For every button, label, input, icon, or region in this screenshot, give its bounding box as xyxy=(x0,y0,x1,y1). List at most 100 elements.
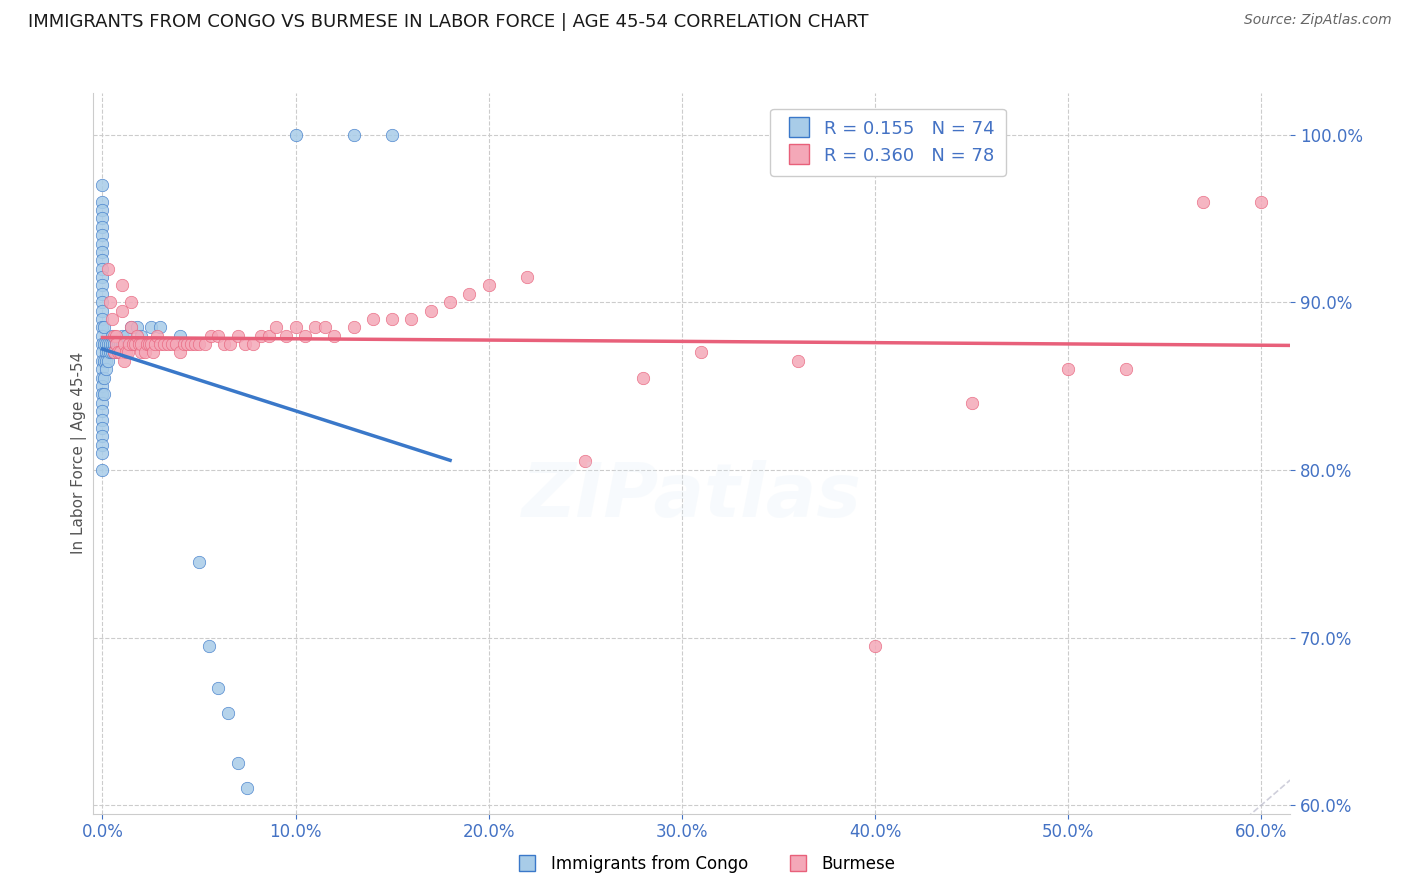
Point xyxy=(188,337,211,351)
Point xyxy=(93,354,115,368)
Point xyxy=(112,337,135,351)
Point xyxy=(91,429,114,443)
Point xyxy=(127,328,149,343)
Point xyxy=(91,379,114,393)
Point xyxy=(91,295,114,310)
Point xyxy=(236,781,259,796)
Point xyxy=(127,320,149,334)
Point xyxy=(91,211,114,226)
Point xyxy=(217,706,239,720)
Point xyxy=(184,337,207,351)
Point xyxy=(134,345,156,359)
Point xyxy=(458,286,481,301)
Point xyxy=(91,370,114,384)
Point xyxy=(91,261,114,276)
Point xyxy=(101,345,124,359)
Point xyxy=(111,303,134,318)
Point xyxy=(91,446,114,460)
Point xyxy=(631,370,654,384)
Point xyxy=(104,337,127,351)
Point xyxy=(226,328,249,343)
Point xyxy=(401,312,423,326)
Point xyxy=(91,228,114,243)
Point xyxy=(274,328,297,343)
Point xyxy=(129,337,152,351)
Point xyxy=(114,345,136,359)
Point xyxy=(91,303,114,318)
Point xyxy=(91,412,114,426)
Point xyxy=(104,345,127,359)
Point xyxy=(91,219,114,234)
Point xyxy=(142,345,165,359)
Point xyxy=(690,345,713,359)
Point xyxy=(118,337,141,351)
Point xyxy=(226,756,249,771)
Point xyxy=(97,345,120,359)
Point xyxy=(207,328,229,343)
Point xyxy=(120,320,142,334)
Point xyxy=(104,328,127,343)
Point xyxy=(101,337,124,351)
Point xyxy=(242,337,264,351)
Point xyxy=(574,454,596,468)
Point xyxy=(294,328,316,343)
Point xyxy=(111,337,134,351)
Point xyxy=(284,128,307,142)
Point xyxy=(169,328,191,343)
Point xyxy=(143,337,166,351)
Point xyxy=(1115,362,1137,376)
Point xyxy=(103,337,125,351)
Point xyxy=(103,345,125,359)
Point xyxy=(129,345,152,359)
Point xyxy=(1192,194,1215,209)
Point xyxy=(1057,362,1080,376)
Point xyxy=(91,320,114,334)
Point xyxy=(863,639,886,653)
Point xyxy=(157,337,180,351)
Point xyxy=(91,337,114,351)
Point xyxy=(91,270,114,285)
Point xyxy=(93,387,115,401)
Point xyxy=(304,320,326,334)
Point xyxy=(101,312,124,326)
Point xyxy=(323,328,346,343)
Text: ZIPatlas: ZIPatlas xyxy=(522,460,862,533)
Point xyxy=(478,278,501,293)
Point xyxy=(149,337,172,351)
Y-axis label: In Labor Force | Age 45-54: In Labor Force | Age 45-54 xyxy=(72,352,87,554)
Point xyxy=(112,354,135,368)
Point xyxy=(91,404,114,418)
Point xyxy=(93,320,115,334)
Point xyxy=(165,337,187,351)
Point xyxy=(139,337,162,351)
Point xyxy=(98,337,121,351)
Point xyxy=(439,295,461,310)
Point xyxy=(361,312,384,326)
Point xyxy=(107,345,129,359)
Text: Source: ZipAtlas.com: Source: ZipAtlas.com xyxy=(1244,13,1392,28)
Point xyxy=(91,387,114,401)
Point xyxy=(138,337,160,351)
Point xyxy=(91,244,114,259)
Point xyxy=(169,345,191,359)
Point xyxy=(93,337,115,351)
Point xyxy=(91,286,114,301)
Point xyxy=(120,295,142,310)
Point xyxy=(960,396,983,410)
Legend: Immigrants from Congo, Burmese: Immigrants from Congo, Burmese xyxy=(503,848,903,880)
Point xyxy=(91,438,114,452)
Point xyxy=(117,345,139,359)
Point xyxy=(91,278,114,293)
Point xyxy=(197,639,219,653)
Point xyxy=(91,312,114,326)
Point xyxy=(516,270,538,285)
Point xyxy=(98,345,121,359)
Point xyxy=(103,345,125,359)
Point xyxy=(91,463,114,477)
Point xyxy=(381,128,404,142)
Point xyxy=(93,370,115,384)
Point xyxy=(91,194,114,209)
Point xyxy=(98,295,121,310)
Point xyxy=(342,320,364,334)
Point xyxy=(103,328,125,343)
